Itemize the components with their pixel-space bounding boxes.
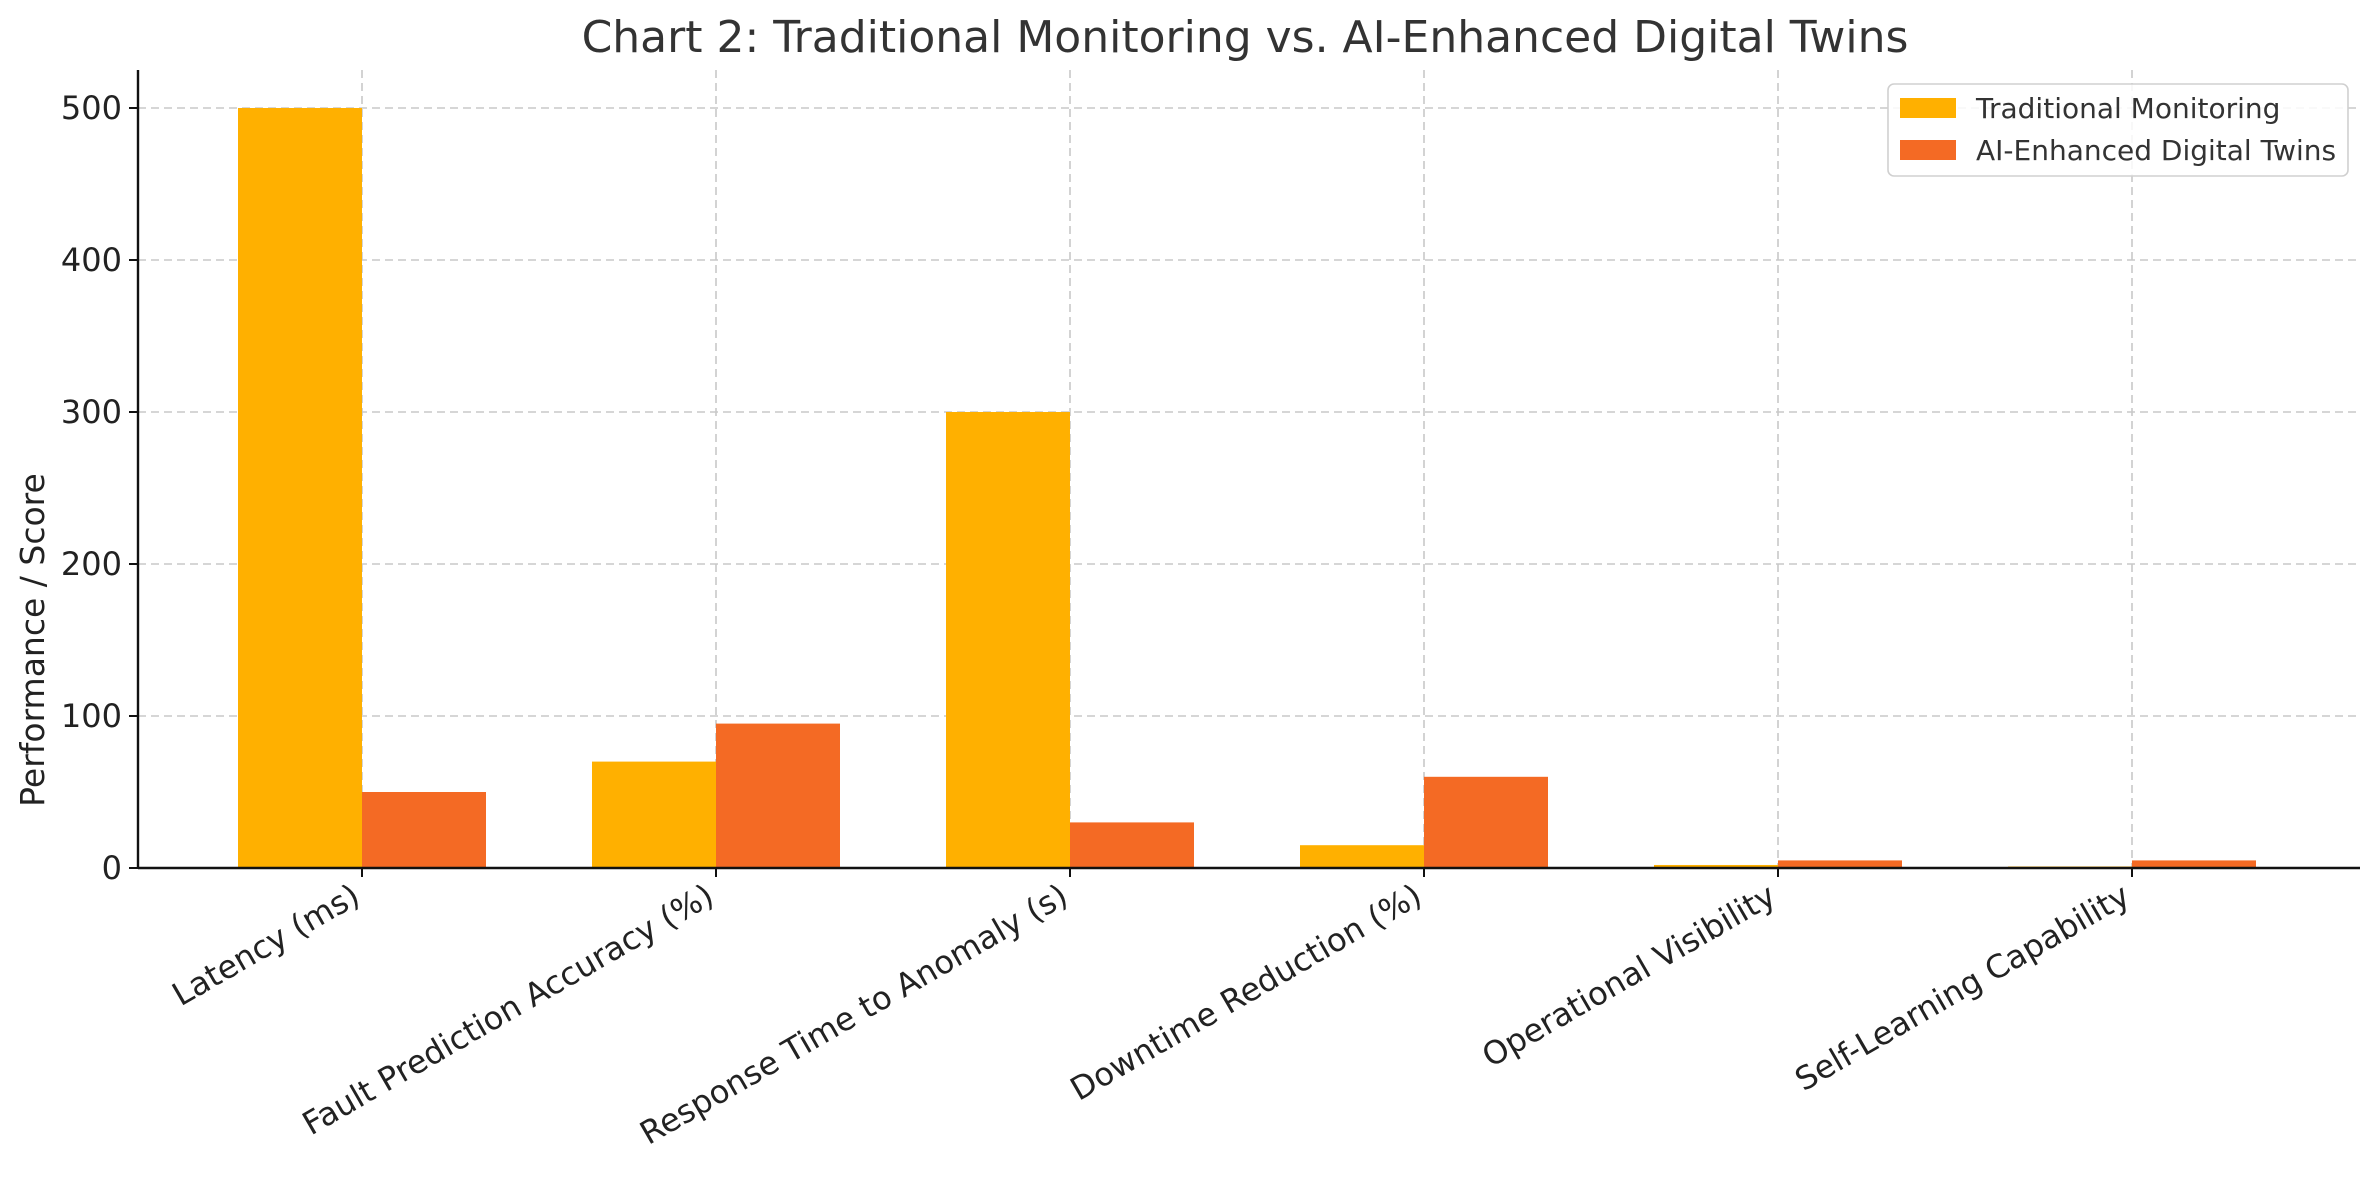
bar-traditional-3 bbox=[1300, 845, 1424, 868]
legend-frame bbox=[1887, 83, 2349, 177]
bar-ai-twins-0 bbox=[362, 792, 486, 868]
x-tick-label: Self-Learning Capability bbox=[1788, 876, 2136, 1099]
x-tick-label: Operational Visibility bbox=[1475, 876, 1782, 1075]
x-tick-label: Latency (ms) bbox=[166, 876, 366, 1014]
y-axis-label: Performance / Score bbox=[13, 473, 52, 807]
y-tick-label: 500 bbox=[61, 89, 122, 127]
bar-ai-twins-5 bbox=[2132, 860, 2256, 868]
grid-layer bbox=[138, 70, 2360, 868]
legend-swatch bbox=[1900, 140, 1956, 160]
axes-layer bbox=[136, 70, 2360, 870]
y-tick-label: 300 bbox=[61, 393, 122, 431]
x-tick-label: Downtime Reduction (%) bbox=[1064, 876, 1428, 1108]
legend: Traditional Monitoring AI-Enhanced Digita… bbox=[1887, 83, 2349, 177]
ticks-layer: 0 100 200 300 400 500 Latency (ms)Fault Predic… bbox=[61, 89, 2136, 1152]
bar-ai-twins-1 bbox=[716, 723, 840, 868]
bar-ai-twins-3 bbox=[1424, 776, 1548, 868]
bar-traditional-0 bbox=[238, 108, 362, 868]
bar-traditional-4 bbox=[1654, 864, 1778, 868]
legend-swatch bbox=[1900, 98, 1956, 118]
x-tick-label: Fault Prediction Accuracy (%) bbox=[296, 876, 720, 1143]
chart-title: Chart 2: Traditional Monitoring vs. AI-E… bbox=[582, 12, 1909, 63]
y-tick-label: 100 bbox=[61, 697, 122, 735]
bar-ai-twins-4 bbox=[1778, 860, 1902, 868]
y-tick-label: 0 bbox=[102, 849, 122, 887]
bar-traditional-1 bbox=[592, 761, 716, 868]
legend-label: AI-Enhanced Digital Twins bbox=[1976, 134, 2336, 167]
legend-label: Traditional Monitoring bbox=[1975, 92, 2280, 125]
y-tick-label: 200 bbox=[61, 545, 122, 583]
bar-ai-twins-2 bbox=[1070, 822, 1194, 868]
bar-traditional-2 bbox=[946, 412, 1070, 868]
bars-layer bbox=[238, 108, 2256, 868]
y-tick-label: 400 bbox=[61, 241, 122, 279]
